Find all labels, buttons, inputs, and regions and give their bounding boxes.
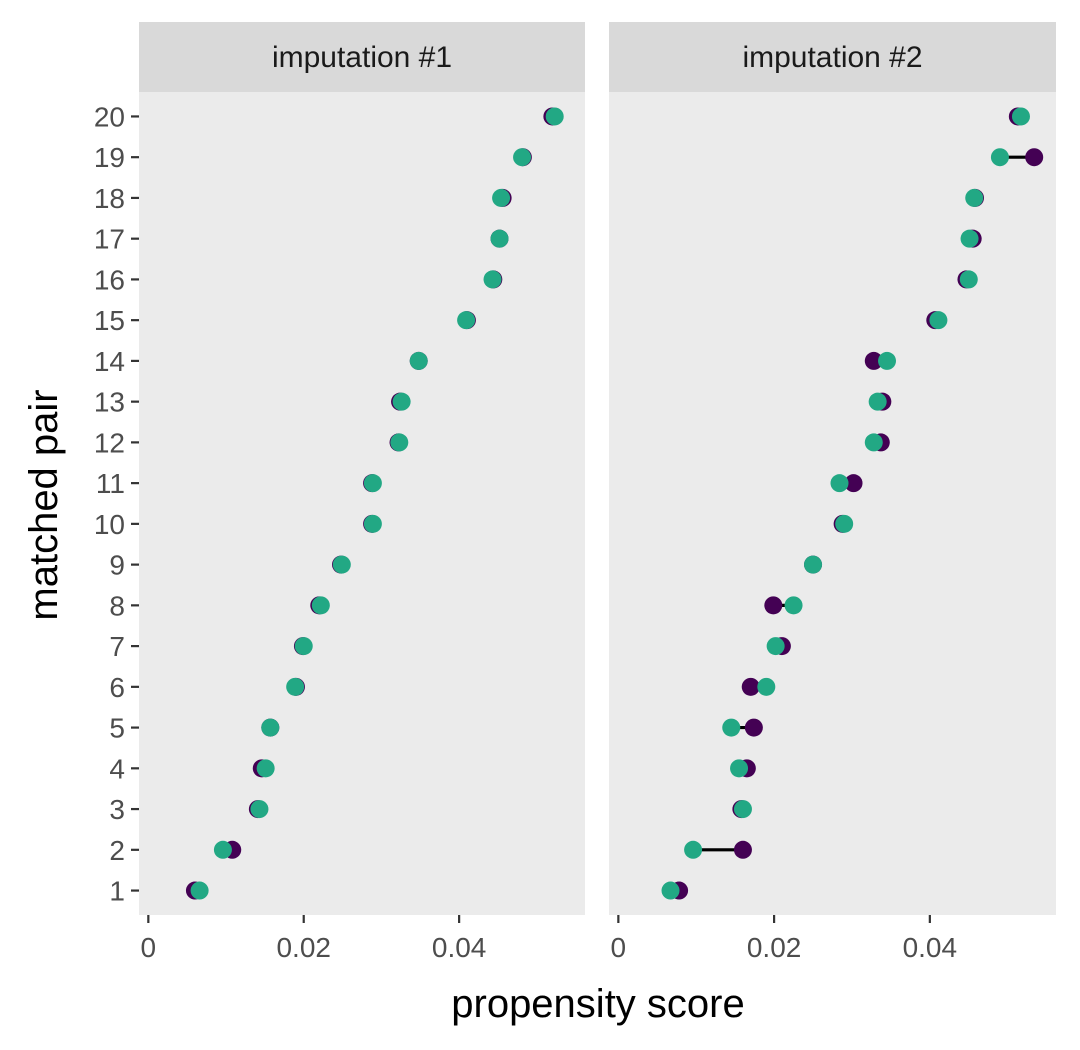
plot-panel-background: [139, 92, 585, 915]
y-axis-title: matched pair: [22, 389, 66, 620]
y-tick-label: 1: [109, 876, 125, 907]
y-tick-label: 9: [109, 550, 125, 581]
x-axis-panel-2: 0 0.02 0.04: [611, 915, 958, 963]
data-point-series-b: [457, 311, 476, 330]
data-point-series-b: [804, 555, 823, 574]
data-point-series-a: [1025, 148, 1044, 167]
facet-strip-label: imputation #2: [742, 41, 922, 74]
x-tick-label: 0.04: [432, 932, 487, 963]
data-point-series-b: [190, 881, 209, 900]
data-point-series-b: [261, 718, 280, 737]
data-point-series-b: [294, 637, 313, 656]
panel-1: imputation #1 0 0.02 0.04: [139, 22, 585, 963]
data-point-series-a: [733, 840, 752, 859]
y-tick-label: 8: [109, 590, 125, 621]
data-point-series-b: [990, 148, 1009, 167]
facet-strip-label: imputation #1: [272, 41, 452, 74]
data-point-series-b: [830, 474, 849, 493]
y-tick-label: 6: [109, 672, 125, 703]
data-point-series-b: [250, 800, 269, 819]
data-point-series-b: [311, 596, 330, 615]
x-axis-title: propensity score: [451, 982, 744, 1026]
data-point-series-b: [722, 718, 741, 737]
data-point-series-b: [733, 800, 752, 819]
data-point-series-b: [864, 433, 883, 452]
x-tick-label: 0: [141, 932, 157, 963]
data-point-series-a: [844, 474, 863, 493]
data-point-series-b: [363, 514, 382, 533]
data-point-series-b: [1011, 107, 1030, 126]
data-point-series-a: [744, 718, 763, 737]
data-point-series-b: [409, 351, 428, 370]
data-point-series-b: [483, 270, 502, 289]
data-point-series-b: [513, 148, 532, 167]
x-tick-label: 0.02: [747, 932, 802, 963]
data-point-series-b: [213, 840, 232, 859]
x-axis-panel-1: 0 0.02 0.04: [141, 915, 487, 963]
data-point-series-b: [929, 311, 948, 330]
data-point-series-a: [864, 351, 883, 370]
data-point-series-b: [363, 474, 382, 493]
data-point-series-b: [878, 351, 897, 370]
y-tick-label: 13: [94, 387, 125, 418]
data-point-series-a: [741, 677, 760, 696]
panel-2: imputation #2 0 0.02 0.04: [609, 22, 1056, 963]
y-tick-label: 11: [96, 468, 125, 499]
data-point-series-b: [757, 677, 776, 696]
y-tick-label: 10: [94, 509, 125, 540]
data-point-series-a: [764, 596, 783, 615]
y-tick-label: 19: [94, 142, 125, 173]
y-tick-label: 20: [94, 101, 125, 132]
data-point-series-b: [332, 555, 351, 574]
y-tick-label: 16: [94, 264, 125, 295]
data-point-series-b: [390, 433, 409, 452]
data-point-series-b: [784, 596, 803, 615]
data-point-series-b: [868, 392, 887, 411]
data-point-series-b: [835, 514, 854, 533]
data-point-series-b: [545, 107, 564, 126]
facet-strip: [139, 22, 585, 92]
data-point-series-b: [392, 392, 411, 411]
data-point-series-b: [960, 229, 979, 248]
y-tick-label: 5: [109, 713, 125, 744]
y-tick-label: 7: [109, 631, 125, 662]
data-point-series-b: [286, 677, 305, 696]
data-point-series-b: [730, 759, 749, 778]
y-tick-label: 18: [94, 183, 125, 214]
data-point-series-b: [684, 840, 703, 859]
data-point-series-b: [256, 759, 275, 778]
data-point-series-b: [959, 270, 978, 289]
facet-strip: [609, 22, 1056, 92]
plot-panel-background: [609, 92, 1056, 915]
data-point-series-b: [490, 229, 509, 248]
x-tick-label: 0: [611, 932, 627, 963]
panels-layer: imputation #1 0 0.02 0.04 imputation #2 0 0.02…: [139, 22, 1056, 963]
y-tick-label: 17: [94, 224, 125, 255]
y-tick-label: 4: [109, 753, 125, 784]
x-tick-label: 0.04: [903, 932, 958, 963]
y-tick-label: 3: [109, 794, 125, 825]
y-tick-label: 15: [94, 305, 125, 336]
y-tick-label: 12: [94, 427, 125, 458]
data-point-series-b: [766, 637, 785, 656]
y-tick-label: 14: [94, 346, 125, 377]
y-tick-label: 2: [109, 835, 125, 866]
data-point-series-b: [492, 188, 511, 207]
x-tick-label: 0.02: [276, 932, 331, 963]
data-point-series-b: [965, 188, 984, 207]
data-point-series-b: [661, 881, 680, 900]
